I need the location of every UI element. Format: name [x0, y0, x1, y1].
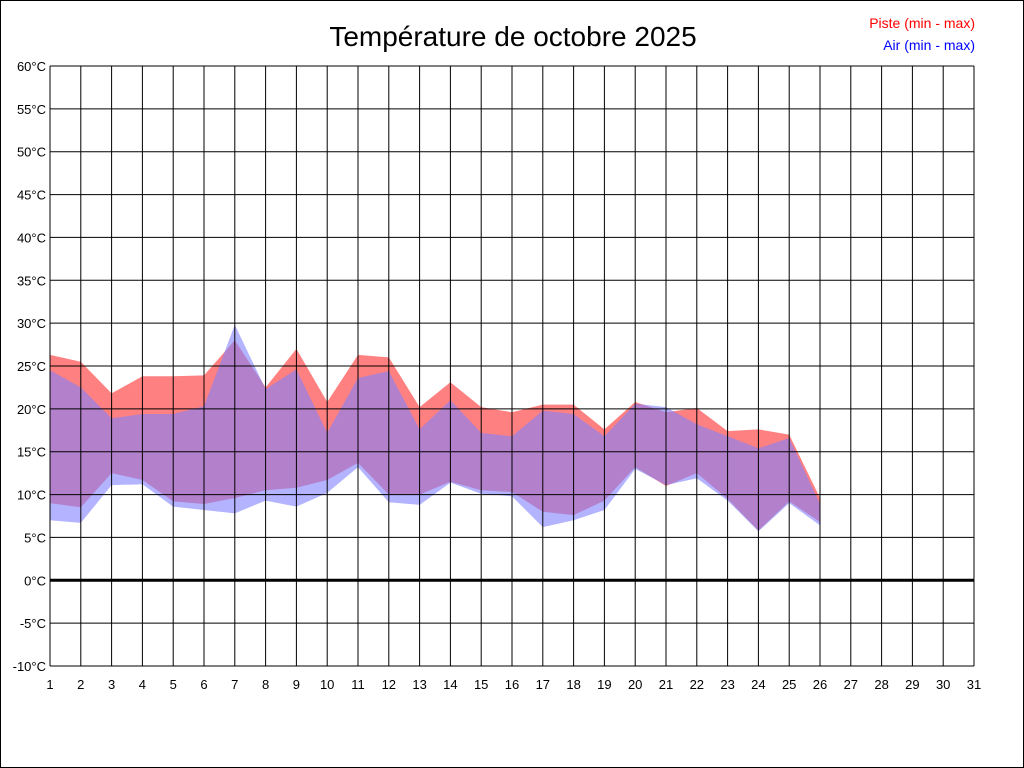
- x-tick-label: 6: [200, 677, 207, 692]
- x-tick-label: 8: [262, 677, 269, 692]
- x-tick-label: 10: [320, 677, 334, 692]
- y-tick-label: 10°C: [17, 488, 46, 503]
- x-tick-label: 13: [412, 677, 426, 692]
- x-tick-label: 5: [170, 677, 177, 692]
- x-tick-label: 17: [536, 677, 550, 692]
- x-tick-label: 24: [751, 677, 765, 692]
- x-axis-ticks: 1 2 3 4 5 6 7 8 9 10 11 12 13 14 15 16 17 18 19 20 21 22 23 24 2…: [46, 677, 981, 692]
- y-tick-label: 45°C: [17, 188, 46, 203]
- x-tick-label: 21: [659, 677, 673, 692]
- y-tick-label: 60°C: [17, 59, 46, 74]
- x-tick-label: 25: [782, 677, 796, 692]
- x-tick-label: 19: [597, 677, 611, 692]
- x-tick-label: 14: [443, 677, 457, 692]
- y-tick-label: 5°C: [24, 530, 46, 545]
- x-tick-label: 1: [46, 677, 53, 692]
- x-tick-label: 29: [905, 677, 919, 692]
- series-areas: [50, 324, 820, 532]
- x-tick-label: 7: [231, 677, 238, 692]
- x-tick-label: 22: [690, 677, 704, 692]
- x-tick-label: 28: [874, 677, 888, 692]
- y-tick-label: 20°C: [17, 402, 46, 417]
- x-tick-label: 12: [382, 677, 396, 692]
- x-tick-label: 3: [108, 677, 115, 692]
- y-tick-label: -5°C: [20, 616, 46, 631]
- x-tick-label: 15: [474, 677, 488, 692]
- x-tick-label: 23: [720, 677, 734, 692]
- y-tick-label: 40°C: [17, 230, 46, 245]
- x-tick-label: 31: [967, 677, 981, 692]
- y-tick-label: -10°C: [13, 659, 46, 674]
- grid-lines: [49, 65, 975, 667]
- y-axis-ticks: 60°C 55°C 50°C 45°C 40°C 35°C 30°C 25°C 20°C 15°C…: [13, 59, 46, 674]
- x-tick-label: 27: [844, 677, 858, 692]
- y-tick-label: 0°C: [24, 573, 46, 588]
- x-tick-label: 11: [351, 677, 365, 692]
- x-tick-label: 26: [813, 677, 827, 692]
- series-band-air: [50, 324, 820, 532]
- x-tick-label: 9: [293, 677, 300, 692]
- legend-piste: Piste (min - max): [869, 15, 975, 31]
- x-tick-label: 20: [628, 677, 642, 692]
- y-tick-label: 30°C: [17, 316, 46, 331]
- y-tick-label: 50°C: [17, 145, 46, 160]
- y-tick-label: 35°C: [17, 273, 46, 288]
- chart-title: Température de octobre 2025: [329, 21, 696, 52]
- y-tick-label: 15°C: [17, 445, 46, 460]
- legend-air: Air (min - max): [883, 37, 975, 53]
- y-tick-label: 55°C: [17, 102, 46, 117]
- y-tick-label: 25°C: [17, 359, 46, 374]
- x-tick-label: 4: [139, 677, 146, 692]
- x-tick-label: 18: [566, 677, 580, 692]
- x-tick-label: 30: [936, 677, 950, 692]
- x-tick-label: 2: [77, 677, 84, 692]
- x-tick-label: 16: [505, 677, 519, 692]
